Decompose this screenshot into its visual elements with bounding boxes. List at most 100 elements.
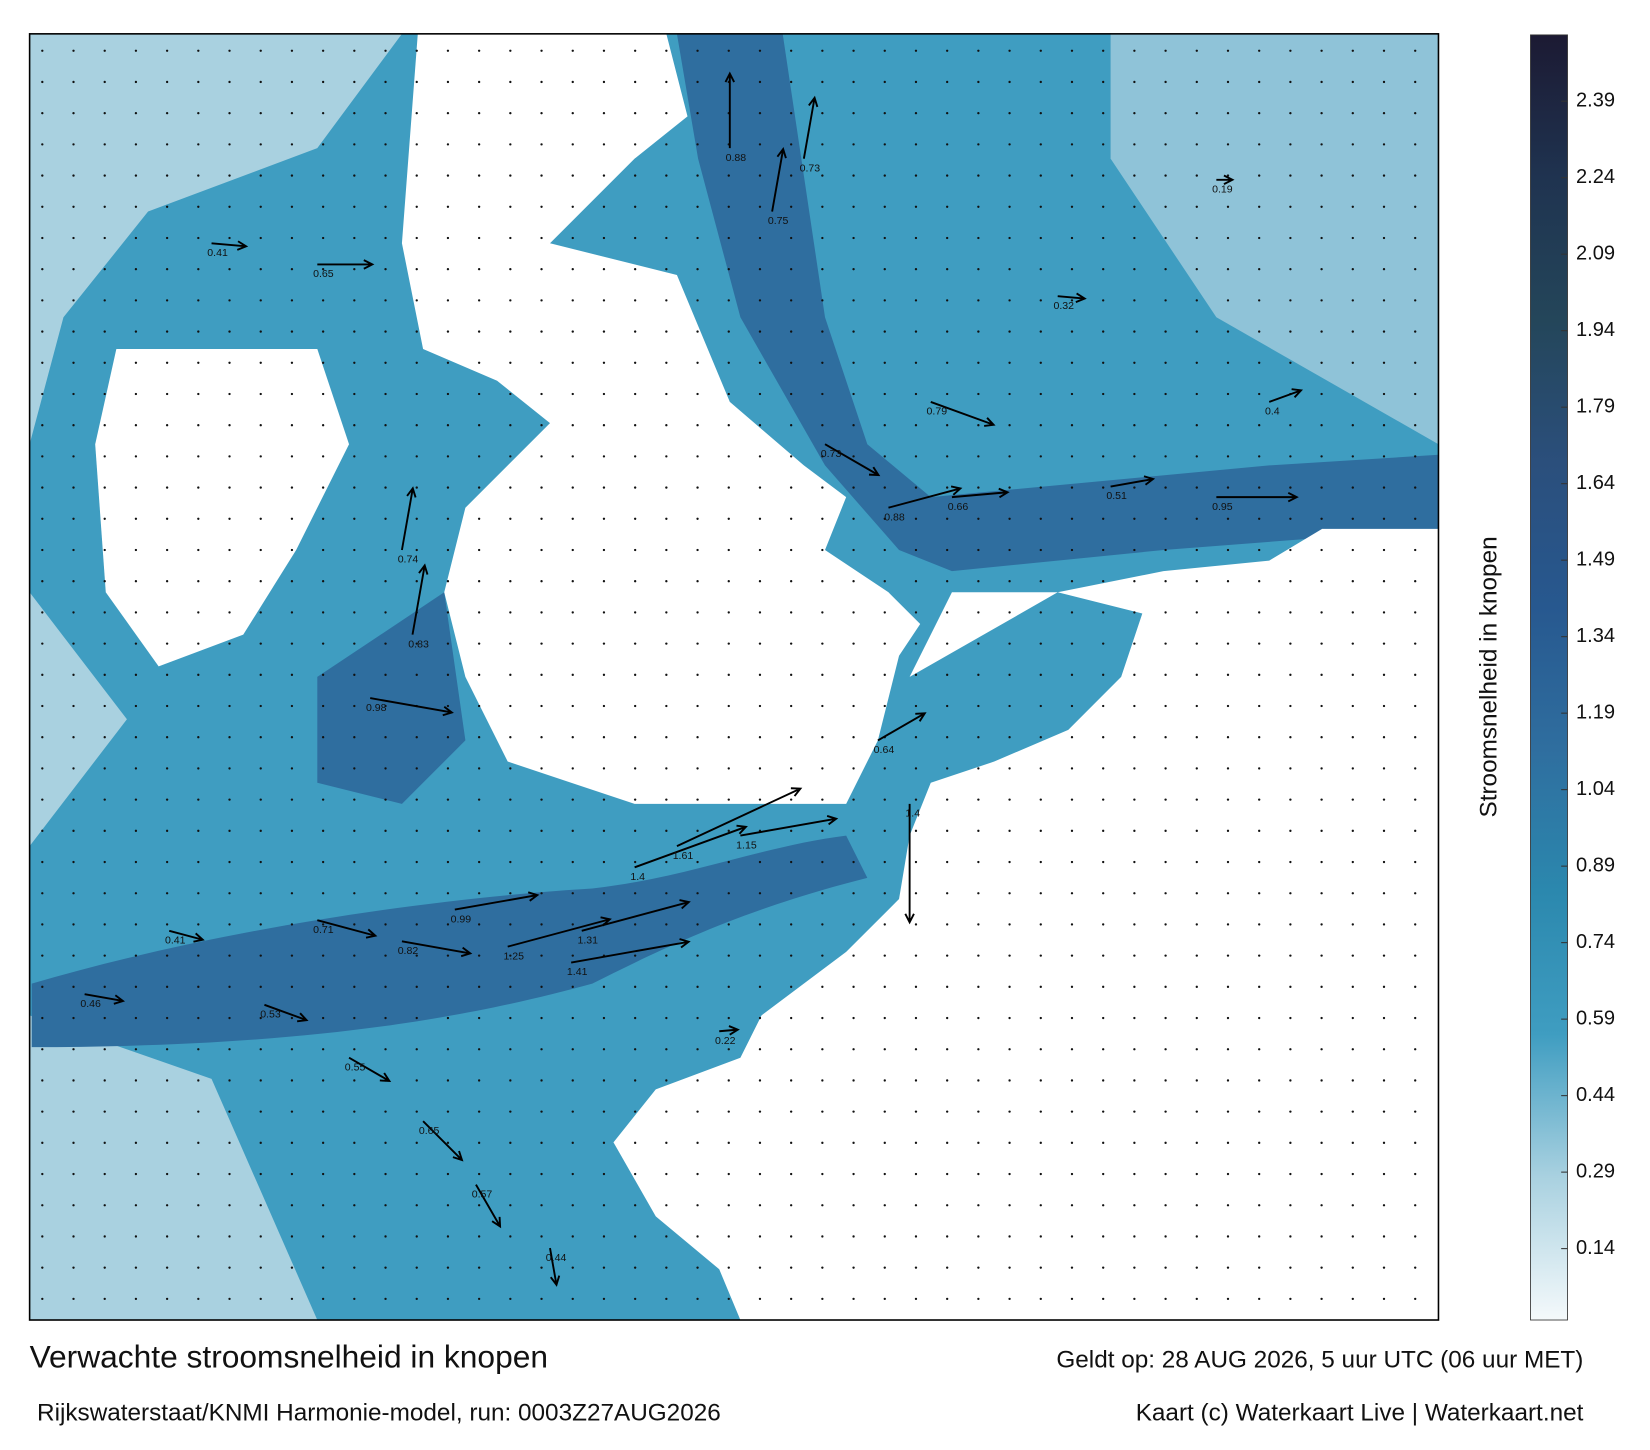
grid-dot [1351,767,1354,770]
grid-dot [602,424,606,427]
grid-dot [1008,1079,1011,1082]
current-label: 0.53 [260,1009,281,1021]
grid-dot [1195,1079,1198,1082]
grid-dot [384,392,387,396]
grid-dot [1226,829,1230,832]
grid-dot [789,642,793,645]
grid-dot [758,1235,762,1238]
grid-dot [727,892,730,895]
grid-dot [1164,174,1167,177]
grid-dot [446,112,450,115]
grid-dot [758,205,762,208]
grid-dot [1102,112,1105,115]
grid-dot [1226,1110,1230,1113]
grid-dot [1070,767,1074,770]
grid-dot [1195,1016,1198,1020]
grid-dot [72,642,75,645]
grid-dot [696,673,699,676]
grid-dot [353,767,356,770]
grid-dot [72,361,75,364]
grid-dot [165,1079,169,1082]
grid-dot [1289,80,1292,84]
grid-dot [290,1297,294,1301]
grid-dot [633,80,637,84]
grid-dot [1102,330,1105,333]
grid-dot [1008,361,1011,364]
grid-dot [259,143,262,146]
current-label: 0.98 [366,702,387,714]
current-label: 1.31 [578,934,599,946]
current-arrow [549,1247,561,1287]
grid-dot [165,1266,169,1269]
grid-dot [852,205,855,208]
current-arrow [211,240,249,251]
grid-dot [1289,1172,1292,1176]
grid-dot [1258,1204,1261,1207]
grid-dot [41,455,44,458]
grid-dot [509,767,512,770]
grid-dot [977,1297,980,1301]
grid-dot [696,1297,699,1301]
grid-dot [1320,985,1323,988]
grid-dot [41,580,44,583]
grid-dot [134,174,138,177]
grid-dot [1133,392,1136,396]
grid-dot [852,143,855,146]
grid-dot [914,1297,918,1301]
grid-dot [477,1079,481,1082]
current-label: 0.79 [927,406,948,418]
grid-dot [1039,299,1042,302]
grid-dot [321,424,325,427]
grid-dot [290,486,294,489]
grid-dot [1289,892,1292,895]
grid-dot [1382,798,1386,801]
grid-dot [540,1297,543,1301]
grid-dot [665,361,668,364]
grid-dot [1164,1204,1167,1207]
grid-dot [290,361,294,364]
grid-dot [758,174,762,177]
grid-dot [696,704,699,708]
grid-dot [1070,299,1074,302]
grid-dot [540,1235,543,1238]
land [95,349,350,667]
grid-dot [415,1016,418,1020]
grid-dot [946,299,949,302]
grid-dot [41,517,44,520]
grid-dot [633,1297,637,1301]
grid-dot [1008,1016,1011,1020]
grid-dot [1008,798,1011,801]
grid-dot [384,486,387,489]
grid-dot [821,673,824,676]
grid-dot [883,1297,886,1301]
grid-dot [1320,268,1323,271]
grid-dot [1039,1048,1042,1051]
grid-dot [353,580,356,583]
grid-dot [1289,205,1292,208]
grid-dot [321,205,325,208]
grid-dot [1382,112,1386,115]
grid-dot [228,330,231,333]
grid-dot [353,1204,356,1207]
grid-dot [1039,736,1042,739]
grid-dot [946,923,949,926]
grid-dot [883,80,886,84]
grid-dot [165,424,169,427]
grid-dot [165,236,169,240]
grid-dot [914,517,918,520]
grid-dot [165,361,169,364]
grid-dot [41,860,44,864]
grid-dot [977,985,980,988]
grid-dot [1195,736,1198,739]
grid-dot [72,424,75,427]
grid-dot [415,642,418,645]
grid-dot [477,49,481,52]
grid-dot [1164,548,1167,552]
grid-dot [103,392,106,396]
grid-dot [883,1141,886,1145]
grid-dot [228,392,231,396]
grid-dot [1008,205,1011,208]
grid-dot [134,143,138,146]
grid-dot [1102,798,1105,801]
grid-dot [41,736,44,739]
